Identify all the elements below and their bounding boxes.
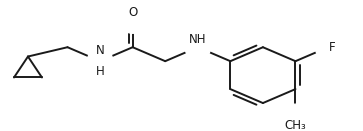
Text: H: H [96, 65, 105, 78]
Circle shape [87, 48, 113, 74]
Circle shape [185, 34, 211, 60]
Text: CH₃: CH₃ [285, 119, 306, 131]
Text: O: O [128, 6, 137, 19]
Circle shape [120, 8, 146, 33]
Text: F: F [329, 41, 336, 54]
Circle shape [283, 104, 308, 130]
Text: NH: NH [189, 33, 207, 46]
Circle shape [315, 34, 341, 60]
Text: N: N [96, 44, 105, 57]
